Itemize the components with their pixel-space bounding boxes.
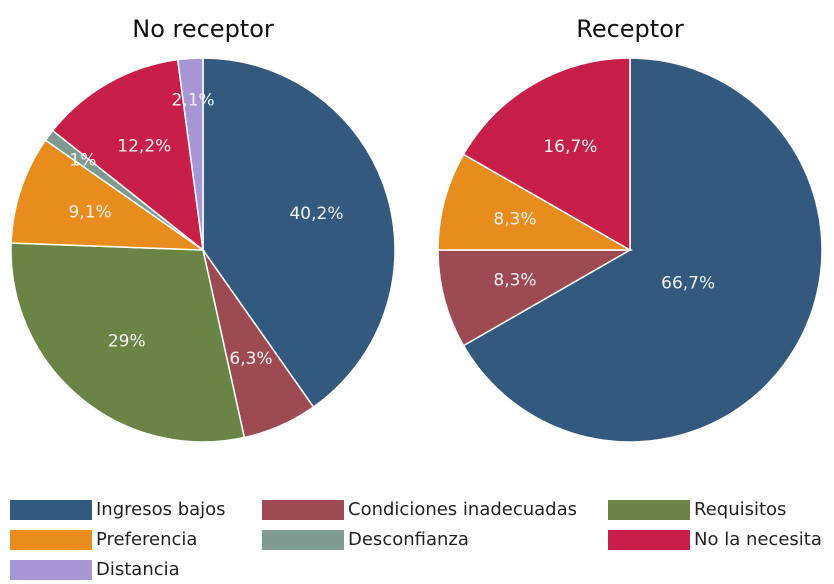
pie-slice bbox=[462, 57, 631, 252]
legend-label: Condiciones inadecuadas bbox=[348, 499, 577, 520]
legend-label: Ingresos bajos bbox=[96, 499, 226, 520]
data-label: 9,1% bbox=[68, 202, 111, 222]
pie-slice bbox=[462, 57, 823, 443]
pie-slice bbox=[202, 57, 396, 409]
data-label: 2,1% bbox=[172, 91, 215, 111]
legend-label: Preferencia bbox=[96, 529, 197, 550]
data-label: 66,7% bbox=[661, 274, 715, 294]
legend-swatch bbox=[262, 500, 344, 520]
legend-label: No la necesita bbox=[694, 529, 822, 550]
data-label: 8,3% bbox=[493, 209, 536, 229]
pie-slice bbox=[51, 58, 204, 252]
legend-swatch bbox=[10, 560, 92, 580]
pie-slice bbox=[10, 242, 246, 443]
pie-slice bbox=[10, 139, 206, 251]
legend-swatch bbox=[262, 530, 344, 550]
pie-slice bbox=[437, 249, 633, 347]
pie-slice bbox=[176, 57, 204, 251]
legend-swatch bbox=[10, 530, 92, 550]
chart-title: Receptor bbox=[576, 15, 684, 43]
legend-swatch bbox=[608, 500, 690, 520]
legend-label: Distancia bbox=[96, 559, 180, 580]
data-label: 29% bbox=[108, 331, 146, 351]
data-label: 12,2% bbox=[117, 136, 171, 156]
data-label: 16,7% bbox=[543, 137, 597, 157]
data-label: 8,3% bbox=[493, 271, 536, 291]
pie-slice bbox=[437, 153, 633, 251]
legend-label: Requisitos bbox=[694, 499, 786, 520]
chart-title: No receptor bbox=[132, 15, 274, 43]
legend-label: Desconfianza bbox=[348, 529, 469, 550]
legend-swatch bbox=[10, 500, 92, 520]
data-label: 40,2% bbox=[289, 204, 343, 224]
data-label: 1% bbox=[69, 151, 96, 171]
data-label: 6,3% bbox=[229, 349, 272, 369]
legend-swatch bbox=[608, 530, 690, 550]
